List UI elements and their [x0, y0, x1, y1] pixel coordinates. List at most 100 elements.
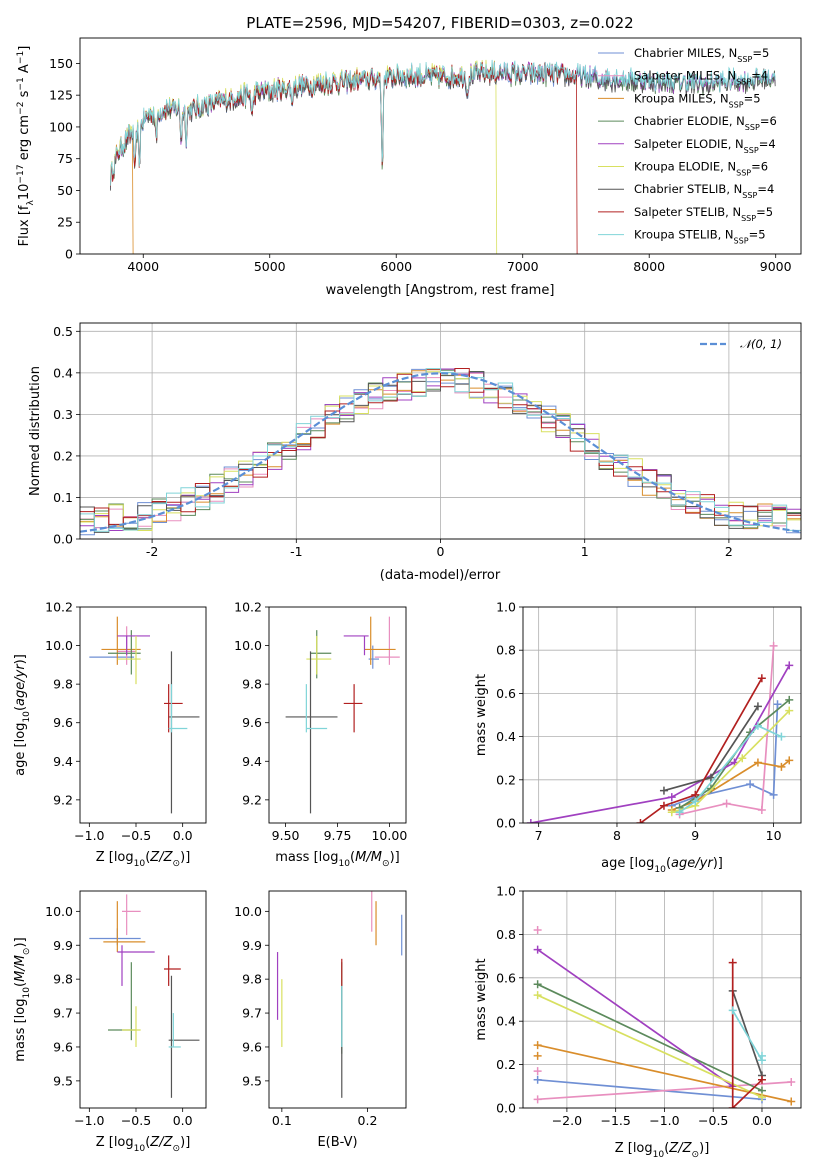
weight-marker — [738, 754, 747, 763]
x-tick-label: 10.00 — [371, 828, 407, 843]
weight-marker — [753, 758, 762, 767]
weight-marker — [691, 797, 700, 806]
ebv-vs-mass-plot-area — [276, 891, 403, 1098]
weight-series-line — [537, 948, 734, 1087]
weight-series-line — [731, 990, 763, 1076]
x-axis-label-part: Z [log — [96, 1135, 134, 1150]
weight-marker — [728, 1006, 737, 1015]
weight-series-line — [537, 983, 763, 1092]
weight-marker — [753, 721, 762, 730]
x-axis-label-part: )] — [390, 850, 400, 865]
weight-marker — [773, 700, 782, 709]
y-tick-label: 9.8 — [53, 677, 73, 692]
x-axis-label-part: Z/Z — [668, 1141, 692, 1156]
y-tick-label: 9.4 — [53, 754, 73, 769]
y-axis-label-part: −1 — [16, 77, 26, 90]
weight-marker — [659, 786, 668, 795]
x-tick-label: 8000 — [633, 259, 665, 274]
x-tick-label: 1 — [581, 544, 589, 559]
x-axis-label: age [log10(age/yr)] — [601, 856, 723, 875]
legend-entry: Kroupa MILES, NSSP=5 — [634, 91, 761, 109]
ebv-vs-mass-frame — [268, 890, 407, 1109]
y-axis-label-part: A — [17, 64, 32, 77]
histogram-series — [80, 368, 801, 532]
x-axis-label-part: ⊙ — [173, 859, 181, 869]
y-tick-label: 10.0 — [45, 904, 73, 919]
y-axis-label-part: )] — [13, 654, 28, 664]
legend-entry-part: =6 — [760, 114, 777, 128]
y-tick-label: 10.0 — [45, 638, 73, 653]
weight-marker — [706, 773, 715, 782]
x-axis-label: Z [log10(Z/Z⊙)] — [96, 1135, 191, 1154]
weight-marker — [728, 958, 737, 967]
y-axis-label: mass weight — [474, 958, 489, 1040]
y-axis-label-part: s — [17, 90, 32, 101]
weight-marker — [636, 819, 645, 823]
weight-series-line — [639, 677, 763, 823]
weight-marker — [706, 784, 715, 793]
weight-marker — [533, 926, 542, 935]
x-axis-label-part: )] — [180, 1135, 190, 1150]
y-tick-label: 0.0 — [496, 1101, 516, 1116]
x-axis-label: (data-model)/error — [380, 568, 501, 583]
y-tick-label: 9.7 — [242, 1006, 262, 1021]
z-vs-weight-axes: −2.0 −1.5 −1.0 −0.5 0.0 0.0 0.2 0.4 0.6 0.8 1.0 Z [… — [474, 884, 802, 1160]
weight-marker — [526, 819, 535, 823]
legend-entry-part: Chabrier STELIB, N — [634, 182, 742, 196]
y-tick-label: 0.5 — [53, 324, 73, 339]
weight-series-line — [537, 994, 763, 1098]
legend-entry-part: SSP — [737, 55, 752, 64]
x-axis-label-part: 10 — [134, 1144, 146, 1154]
weight-marker — [769, 790, 778, 799]
y-tick-label: 0.2 — [496, 1057, 516, 1072]
x-tick-label: 2 — [725, 544, 733, 559]
weight-marker — [667, 808, 676, 817]
x-tick-label: −0.5 — [121, 828, 151, 843]
x-axis-label: E(B-V) — [317, 1135, 357, 1150]
weight-marker — [533, 945, 542, 954]
weight-marker — [777, 762, 786, 771]
y-tick-label: 0.4 — [496, 1014, 516, 1029]
legend-entry: Chabrier MILES, NSSP=5 — [634, 46, 769, 64]
y-tick-label: 25 — [57, 215, 73, 230]
weight-marker — [753, 702, 762, 711]
y-axis-label-part: ⊙ — [22, 947, 32, 955]
weight-marker — [533, 991, 542, 1000]
y-axis-label-part: ] — [17, 46, 32, 51]
y-axis-label-part: −1 — [16, 51, 26, 64]
y-tick-label: 9.6 — [53, 715, 73, 730]
spectrum-frame — [79, 37, 802, 255]
x-tick-label: −0.5 — [698, 1113, 728, 1128]
weight-series-line — [679, 645, 775, 816]
y-axis-label-part: age [log — [13, 723, 28, 776]
weight-marker — [777, 732, 786, 741]
y-tick-label: 9.9 — [53, 938, 73, 953]
y-tick-label: 0.4 — [53, 365, 73, 380]
weight-marker — [757, 806, 766, 815]
x-tick-label: 9.50 — [272, 828, 300, 843]
legend-entry-part: SSP — [742, 191, 757, 200]
x-tick-label: −1.0 — [649, 1113, 679, 1128]
y-tick-label: 9.6 — [242, 715, 262, 730]
x-axis-label: Z [log10(Z/Z⊙)] — [615, 1141, 710, 1160]
y-tick-label: 9.4 — [242, 754, 262, 769]
legend-entry: 𝒩(0, 1) — [740, 337, 782, 351]
x-tick-label: 9 — [691, 828, 699, 843]
legend-entry-part: =5 — [752, 46, 769, 60]
x-axis-label-part: )] — [180, 850, 190, 865]
x-tick-label: 0.2 — [358, 1113, 378, 1128]
x-axis-label-part: 10 — [654, 865, 666, 875]
y-tick-label: 50 — [57, 183, 73, 198]
weight-marker — [787, 1077, 796, 1086]
weight-series-line — [671, 704, 779, 807]
x-axis-label-part: Z/Z — [149, 850, 173, 865]
z-vs-weight-plot-area — [533, 926, 796, 1108]
x-axis-label-part: age [log — [601, 856, 654, 871]
x-axis-label-part: )] — [713, 856, 723, 871]
y-tick-label: 0.6 — [496, 970, 516, 985]
x-tick-label: 0.0 — [752, 1113, 772, 1128]
x-tick-label: 6000 — [380, 259, 412, 274]
legend-entry-part: Salpeter STELIB, N — [634, 205, 741, 219]
weight-marker — [769, 641, 778, 650]
weight-series-line — [537, 1078, 763, 1101]
